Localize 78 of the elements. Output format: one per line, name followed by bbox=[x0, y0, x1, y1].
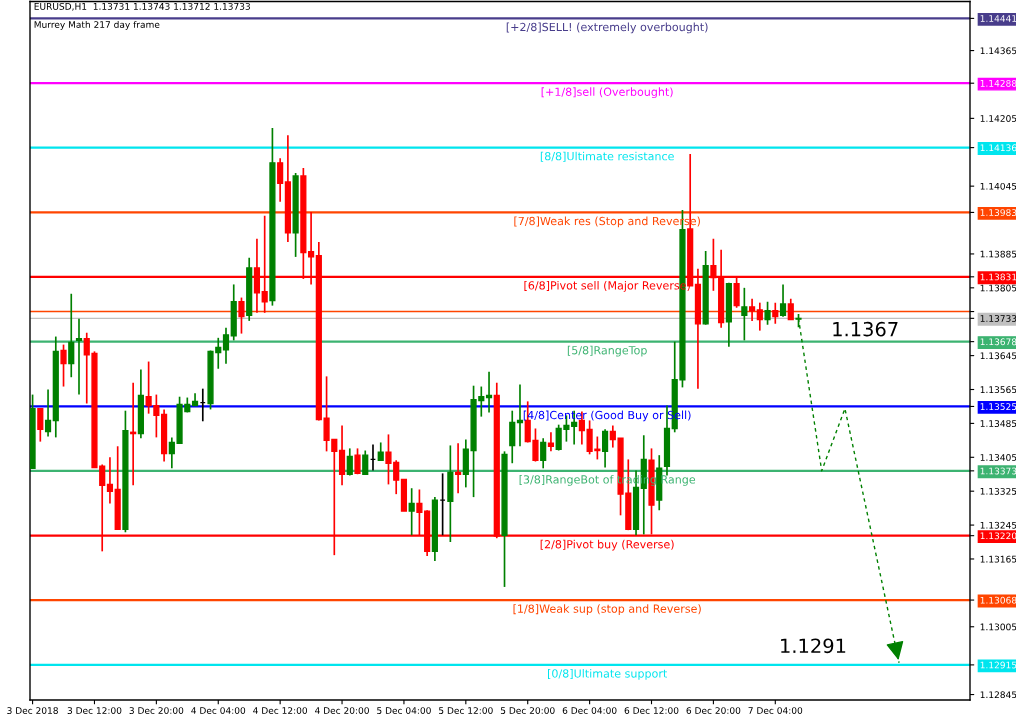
candlestick bbox=[779, 283, 787, 318]
x-tick-label: 6 Dec 04:00 bbox=[562, 707, 617, 714]
candlestick bbox=[362, 449, 369, 476]
candlestick bbox=[509, 409, 516, 465]
candlestick bbox=[44, 388, 52, 438]
y-tick-label: 1.13678 bbox=[980, 338, 1016, 346]
x-tick-label: 3 Dec 12:00 bbox=[67, 707, 122, 714]
candlestick bbox=[787, 298, 794, 321]
candlestick bbox=[748, 298, 756, 322]
candlestick bbox=[756, 301, 763, 332]
candlestick bbox=[547, 431, 555, 453]
x-tick-label: 6 Dec 12:00 bbox=[624, 707, 679, 714]
y-tick-label: 1.14288 bbox=[980, 79, 1016, 87]
x-tick-label: 5 Dec 12:00 bbox=[439, 707, 493, 714]
y-tick-label: 1.13645 bbox=[980, 352, 1016, 360]
candlestick bbox=[485, 370, 493, 414]
text: Murrey Math 217 day frame bbox=[34, 21, 160, 30]
chart-title: EURUSD,H1 1.13731 1.13743 1.13712 1.13733 bbox=[34, 2, 250, 11]
annotation: 1.1291 bbox=[781, 638, 846, 654]
y-tick-label: 1.13245 bbox=[980, 521, 1016, 529]
y-tick-label: 1.13405 bbox=[980, 454, 1016, 461]
candlestick bbox=[60, 343, 67, 388]
y-tick-label: 1.13885 bbox=[980, 250, 1016, 258]
y-tick-label: 1.13325 bbox=[980, 487, 1016, 495]
y-tick-label: 1.14205 bbox=[980, 115, 1016, 122]
candlestick bbox=[741, 286, 748, 342]
y-tick-label: 1.13005 bbox=[980, 623, 1016, 631]
ref-line-label: [8/8]Ultimate resistance bbox=[540, 151, 674, 162]
x-tick-label: 3 Dec 2018 bbox=[7, 707, 58, 714]
x-tick-label: 5 Dec 04:00 bbox=[377, 707, 431, 714]
y-tick-label: 1.13983 bbox=[980, 209, 1016, 216]
y-tick-label: 1.13165 bbox=[980, 555, 1016, 563]
candlestick bbox=[75, 317, 83, 396]
y-tick-label: 1.13485 bbox=[980, 420, 1016, 427]
candlestick bbox=[408, 487, 415, 537]
y-tick-label: 1.13525 bbox=[980, 403, 1016, 411]
y-tick-label: 1.14045 bbox=[980, 182, 1016, 190]
y-tick-label: 1.12845 bbox=[980, 691, 1016, 699]
x-tick-label: 6 Dec 20:00 bbox=[686, 707, 741, 714]
candlestick bbox=[516, 383, 524, 448]
candlestick bbox=[601, 428, 609, 469]
ref-line-label: [+1/8]sell (Overbought) bbox=[541, 87, 673, 99]
candlestick bbox=[37, 407, 44, 443]
candlestick bbox=[454, 442, 462, 495]
y-tick-label: 1.13805 bbox=[980, 284, 1016, 292]
x-tick-label: 7 Dec 04:00 bbox=[748, 707, 803, 714]
y-tick-label: 1.13831 bbox=[980, 273, 1016, 281]
y-tick-label: 1.13373 bbox=[980, 467, 1016, 475]
candlestick bbox=[68, 292, 75, 379]
x-tick-label: 4 Dec 20:00 bbox=[315, 707, 369, 714]
y-tick-label: 1.13068 bbox=[980, 596, 1016, 604]
x-tick-label: 4 Dec 12:00 bbox=[253, 707, 308, 714]
ref-line-label: [1/8]Weak sup (stop and Reverse) bbox=[513, 604, 701, 615]
y-tick-label: 1.13220 bbox=[980, 532, 1016, 540]
ref-line-label: [5/8]RangeTop bbox=[567, 345, 647, 357]
x-tick-label: 4 Dec 04:00 bbox=[191, 707, 246, 714]
ref-line-label: [0/8]Ultimate support bbox=[548, 669, 668, 680]
candlestick bbox=[222, 326, 230, 365]
y-tick-label: 1.13733 bbox=[980, 315, 1016, 322]
ref-line-label: [+2/8]SELL! (extremely overbought) bbox=[506, 22, 708, 34]
y-tick-label: 1.14136 bbox=[980, 144, 1016, 152]
candlestick bbox=[277, 157, 284, 203]
y-tick-label: 1.14441 bbox=[980, 15, 1016, 22]
x-tick-label: 5 Dec 20:00 bbox=[500, 707, 555, 714]
candlestick bbox=[106, 456, 114, 505]
candlestick bbox=[772, 301, 779, 325]
candlestick bbox=[346, 447, 353, 477]
y-tick-label: 1.12915 bbox=[980, 661, 1016, 669]
candlestick bbox=[764, 300, 771, 326]
y-tick-label: 1.14365 bbox=[980, 47, 1016, 55]
candlestick bbox=[338, 424, 346, 487]
candlestick bbox=[354, 447, 361, 476]
candlestick bbox=[540, 437, 547, 470]
annotation: 1.1367 bbox=[833, 321, 898, 337]
ref-line-label: [2/8]Pivot buy (Reverse) bbox=[540, 539, 674, 551]
y-tick-label: 1.13565 bbox=[980, 386, 1016, 394]
x-tick-label: 3 Dec 20:00 bbox=[129, 707, 184, 714]
candlestick bbox=[238, 296, 245, 335]
